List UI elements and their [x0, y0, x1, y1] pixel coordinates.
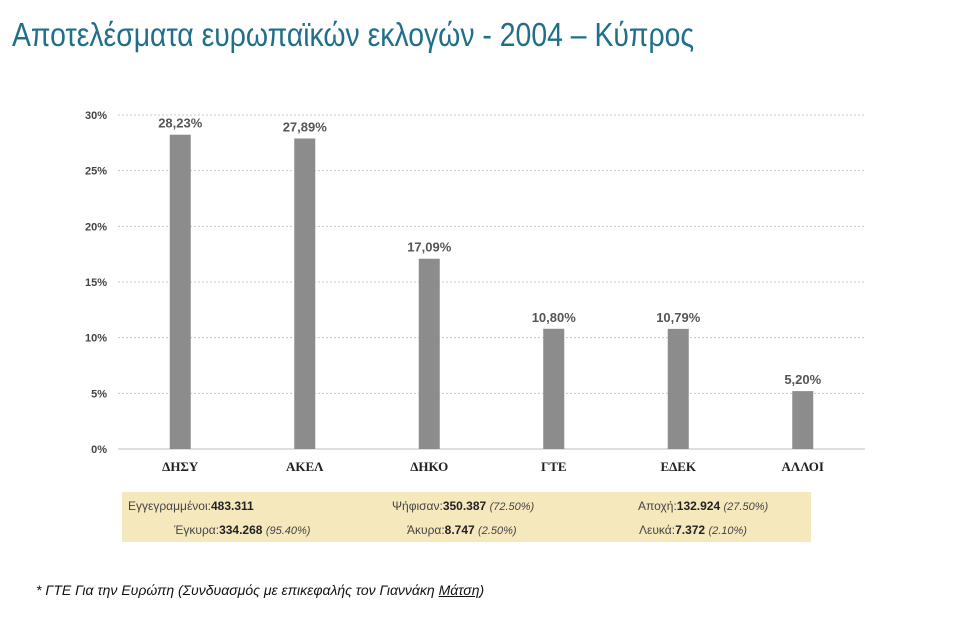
bar-data-labels: 28,23% 27,89% 17,09% 10,80% 10,79% 5,20%	[158, 116, 821, 387]
footnote: * ΓΤΕ Για την Ευρώπη (Συνδυασμός με επικ…	[36, 582, 484, 598]
y-axis-tick-labels: 0% 5% 10% 15% 20% 25% 30%	[85, 110, 107, 456]
page-title: Αποτελέσματα ευρωπαϊκών εκλογών - 2004 –…	[12, 16, 695, 53]
bar-ΔΗΚΟ	[418, 258, 440, 449]
footnote-prefix: * ΓΤΕ Για την Ευρώπη (Συνδυασμός με επικ…	[36, 582, 439, 598]
y-tick-label: 25%	[85, 166, 107, 178]
x-tick-label: ΑΛΛΟΙ	[782, 459, 824, 474]
bar-ΓΤΕ	[543, 328, 565, 449]
footnote-name: Μάτση	[438, 582, 480, 598]
x-tick-label: ΔΗΚΟ	[410, 459, 448, 474]
stat-blank-label: Λευκά:	[639, 523, 676, 537]
chart-gridlines	[118, 114, 865, 450]
bar-ΔΗΣΥ	[169, 134, 191, 449]
stat-valid-pct: (95.40%)	[265, 525, 311, 537]
x-tick-label: ΓΤΕ	[541, 459, 567, 474]
election-stats-panel: Εγγεγραμμένοι:483.311 Ψήφισαν:350.387 (7…	[122, 492, 811, 542]
stat-abstention-pct: (27.50%)	[723, 501, 769, 513]
bar-ΑΚΕΛ	[294, 138, 316, 449]
stat-voted-pct: (72.50%)	[489, 501, 535, 513]
footnote-suffix: )	[479, 582, 485, 598]
data-label: 28,23%	[158, 116, 203, 131]
y-tick-label: 30%	[85, 110, 107, 122]
stat-abstention: Αποχή:132.924 (27.50%)	[638, 499, 768, 513]
x-tick-label: ΕΔΕΚ	[660, 459, 696, 474]
stat-blank: Λευκά:7.372 (2.10%)	[639, 523, 747, 537]
y-tick-label: 15%	[85, 277, 107, 289]
x-axis-category-labels: ΔΗΣΥ ΑΚΕΛ ΔΗΚΟ ΓΤΕ ΕΔΕΚ ΑΛΛΟΙ	[162, 459, 824, 474]
stat-registered-value: 483.311	[210, 499, 254, 513]
bar-chart: 0% 5% 10% 15% 20% 25% 30% 28,23% 27,89% 17,09% 10…	[85, 110, 865, 474]
stat-voted: Ψήφισαν:350.387 (72.50%)	[392, 499, 534, 513]
stat-blank-value: 7.372	[675, 523, 706, 537]
bar-ΕΔΕΚ	[667, 328, 689, 449]
data-label: 27,89%	[283, 119, 328, 134]
stat-valid: Έγκυρα:334.268 (95.40%)	[174, 523, 310, 537]
stat-valid-label: Έγκυρα:	[174, 523, 220, 537]
stat-blank-pct: (2.10%)	[708, 525, 747, 537]
data-label: 10,80%	[532, 310, 577, 325]
y-tick-label: 10%	[85, 333, 107, 345]
y-tick-label: 5%	[91, 388, 107, 400]
x-tick-label: ΔΗΣΥ	[162, 459, 199, 474]
bar-ΑΛΛΟΙ	[792, 391, 814, 449]
y-tick-label: 20%	[85, 221, 107, 233]
y-tick-label: 0%	[91, 444, 107, 456]
x-tick-label: ΑΚΕΛ	[286, 459, 324, 474]
stat-valid-value: 334.268	[219, 523, 263, 537]
data-label: 10,79%	[656, 310, 701, 325]
stat-invalid-value: 8.747	[444, 523, 475, 537]
stat-invalid-label: Άκυρα:	[407, 523, 445, 537]
data-label: 17,09%	[407, 240, 452, 255]
chart-bars	[169, 134, 814, 449]
stat-invalid-pct: (2.50%)	[478, 525, 517, 537]
stat-registered: Εγγεγραμμένοι:483.311	[128, 499, 254, 513]
stat-registered-label: Εγγεγραμμένοι:	[128, 499, 211, 513]
stat-invalid: Άκυρα:8.747 (2.50%)	[407, 523, 517, 537]
data-label: 5,20%	[784, 372, 821, 387]
stat-voted-value: 350.387	[442, 499, 487, 513]
stat-voted-label: Ψήφισαν:	[392, 499, 443, 513]
stat-abstention-label: Αποχή:	[638, 499, 677, 513]
stat-abstention-value: 132.924	[676, 499, 721, 513]
